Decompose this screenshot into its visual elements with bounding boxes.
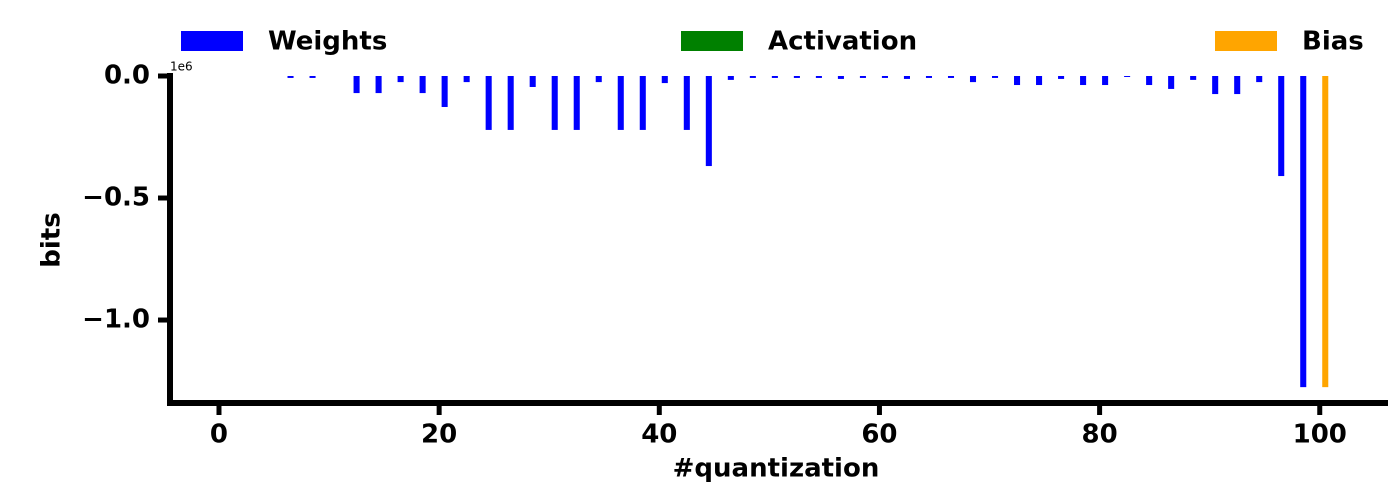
bar <box>705 76 712 167</box>
bar <box>925 76 933 78</box>
legend-swatch <box>1215 31 1277 51</box>
x-tick-label: 0 <box>210 420 228 450</box>
bar <box>881 76 888 78</box>
x-tick-label: 40 <box>641 420 677 450</box>
y-tick-label: −1.0 <box>82 305 150 335</box>
x-tick-label: 80 <box>1082 420 1118 450</box>
y-tick-label: 0.0 <box>104 61 150 91</box>
x-tick-label: 20 <box>421 420 457 450</box>
bar <box>1124 76 1131 77</box>
bar <box>507 76 514 130</box>
bar <box>551 76 558 130</box>
bar <box>1080 76 1087 86</box>
y-axis-label: bits <box>37 212 67 267</box>
bar <box>529 76 536 87</box>
bar <box>397 76 404 83</box>
bar <box>595 76 602 83</box>
bar <box>1102 76 1109 86</box>
legend-label: Activation <box>768 27 917 57</box>
bar <box>617 76 624 130</box>
bar <box>1036 76 1043 86</box>
bar <box>947 76 955 78</box>
bar <box>1234 76 1241 95</box>
bar <box>969 76 977 83</box>
x-tick-label: 100 <box>1293 420 1347 450</box>
bar <box>1212 76 1219 95</box>
y-offset-label: 1e6 <box>170 60 193 74</box>
bar <box>1014 76 1021 86</box>
x-tick-label: 60 <box>861 420 897 450</box>
x-axis-label: #quantization <box>673 454 880 484</box>
bar <box>1168 76 1175 89</box>
bar <box>353 76 360 94</box>
bar <box>991 76 999 78</box>
y-tick-label: −0.5 <box>82 183 150 213</box>
legend-label: Bias <box>1302 27 1364 57</box>
bar <box>419 76 426 94</box>
bar <box>1190 76 1197 80</box>
bar <box>727 76 734 80</box>
bar <box>793 76 800 78</box>
bar <box>1058 76 1065 79</box>
bar <box>771 76 778 78</box>
bar <box>1322 76 1329 388</box>
bar <box>441 76 448 107</box>
legend-label: Weights <box>268 27 387 57</box>
bar <box>639 76 646 130</box>
bar <box>463 76 470 83</box>
legend-swatch <box>681 31 743 51</box>
bar <box>661 76 668 84</box>
bar <box>903 76 910 79</box>
bar <box>1256 76 1263 83</box>
bar <box>287 76 294 78</box>
bar <box>309 76 316 78</box>
bar <box>1278 76 1285 177</box>
bar <box>485 76 492 130</box>
bar <box>573 76 580 130</box>
bar <box>683 76 690 130</box>
bar <box>859 76 866 78</box>
bar <box>749 76 756 78</box>
bar <box>815 76 822 78</box>
bar <box>837 76 844 79</box>
bar <box>375 76 382 94</box>
bar <box>1300 76 1307 388</box>
legend-swatch <box>181 31 243 51</box>
bar <box>1146 76 1153 86</box>
